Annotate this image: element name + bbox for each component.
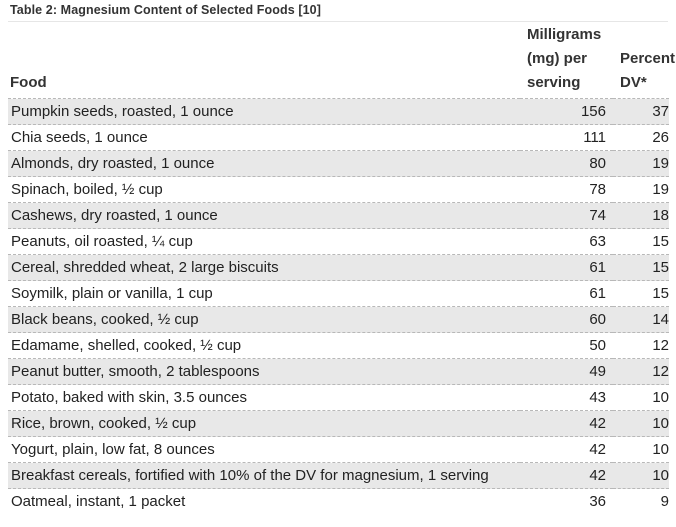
table-row: Peanut butter, smooth, 2 tablespoons 49 12 [8,358,669,385]
food-cell: Oatmeal, instant, 1 packet [11,493,186,511]
table-row: Pumpkin seeds, roasted, 1 ounce 156 37 [8,98,669,125]
milligrams-cell: 49 [589,363,606,380]
header-row: Food Milligrams (mg) per serving Percent DV… [8,23,675,99]
percent-dv-cell: 10 [652,389,669,406]
milligrams-cell: 156 [580,103,606,120]
food-cell: Potato, baked with skin, 3.5 ounces [11,389,247,406]
table-row: Yogurt, plain, low fat, 8 ounces 42 10 [8,436,669,463]
table-row: Breakfast cereals, fortified with 10% of… [8,462,669,489]
food-cell: Peanut butter, smooth, 2 tablespoons [11,363,260,380]
milligrams-cell: 111 [583,129,606,146]
header-food: Food [8,23,520,99]
table-row: Cereal, shredded wheat, 2 large biscuits… [8,254,669,281]
percent-dv-cell: 9 [660,493,669,511]
table-row: Spinach, boiled, ½ cup 78 19 [8,176,669,203]
table-row: Peanuts, oil roasted, ¼ cup 63 15 [8,228,669,255]
percent-dv-cell: 15 [652,233,669,250]
magnesium-table: Food Milligrams (mg) per serving Percent DV… [8,23,675,515]
table-row: Soymilk, plain or vanilla, 1 cup 61 15 [8,280,669,307]
header-mg-line2: (mg) per [527,50,587,67]
header-food-label: Food [10,74,47,91]
table-row: Potato, baked with skin, 3.5 ounces 43 10 [8,384,669,411]
header-mg-line1: Milligrams [527,26,602,43]
food-cell: Soymilk, plain or vanilla, 1 cup [11,285,213,302]
header-percent-dv: Percent DV* [613,23,675,99]
percent-dv-cell: 19 [652,181,669,198]
header-dv-line2: DV* [620,74,647,91]
percent-dv-cell: 12 [652,337,669,354]
table-row: Chia seeds, 1 ounce 111 26 [8,124,669,151]
milligrams-cell: 42 [589,415,606,432]
percent-dv-cell: 10 [652,467,669,484]
caption-divider [8,21,668,22]
food-cell: Chia seeds, 1 ounce [11,129,148,146]
milligrams-cell: 63 [589,233,606,250]
percent-dv-cell: 10 [652,415,669,432]
food-cell: Breakfast cereals, fortified with 10% of… [11,467,489,484]
milligrams-cell: 61 [589,285,606,302]
food-cell: Edamame, shelled, cooked, ½ cup [11,337,242,354]
header-mg-line3: serving [527,74,581,91]
table-header: Food Milligrams (mg) per serving Percent DV… [8,23,675,99]
food-cell: Rice, brown, cooked, ½ cup [11,415,197,432]
percent-dv-cell: 10 [652,441,669,458]
percent-dv-cell: 12 [652,363,669,380]
food-cell: Almonds, dry roasted, 1 ounce [11,155,215,172]
header-milligrams: Milligrams (mg) per serving [520,23,613,99]
food-cell: Black beans, cooked, ½ cup [11,311,199,328]
milligrams-cell: 60 [589,311,606,328]
food-cell: Peanuts, oil roasted, ¼ cup [11,233,193,250]
food-cell: Yogurt, plain, low fat, 8 ounces [11,441,215,458]
percent-dv-cell: 37 [652,103,669,120]
milligrams-cell: 50 [589,337,606,354]
milligrams-cell: 43 [589,389,606,406]
milligrams-cell: 42 [589,441,606,458]
milligrams-cell: 78 [589,181,606,198]
milligrams-cell: 36 [589,493,606,511]
table-row: Cashews, dry roasted, 1 ounce 74 18 [8,202,669,229]
percent-dv-cell: 19 [652,155,669,172]
table-row: Edamame, shelled, cooked, ½ cup 50 12 [8,332,669,359]
percent-dv-cell: 14 [652,311,669,328]
food-cell: Cereal, shredded wheat, 2 large biscuits [11,259,279,276]
percent-dv-cell: 18 [652,207,669,224]
table-row: Black beans, cooked, ½ cup 60 14 [8,306,669,333]
table-row: Oatmeal, instant, 1 packet 36 9 [8,488,669,515]
percent-dv-cell: 26 [652,129,669,146]
percent-dv-cell: 15 [652,259,669,276]
milligrams-cell: 74 [589,207,606,224]
food-cell: Pumpkin seeds, roasted, 1 ounce [11,103,234,120]
header-dv-line1: Percent [620,50,676,67]
table-body: Pumpkin seeds, roasted, 1 ounce 156 37 Chia… [8,98,669,515]
milligrams-cell: 61 [589,259,606,276]
table-caption: Table 2: Magnesium Content of Selected F… [10,3,321,17]
milligrams-cell: 42 [589,467,606,484]
table-row: Almonds, dry roasted, 1 ounce 80 19 [8,150,669,177]
table-row: Rice, brown, cooked, ½ cup 42 10 [8,410,669,437]
percent-dv-cell: 15 [652,285,669,302]
food-cell: Cashews, dry roasted, 1 ounce [11,207,218,224]
milligrams-cell: 80 [589,155,606,172]
food-cell: Spinach, boiled, ½ cup [11,181,163,198]
